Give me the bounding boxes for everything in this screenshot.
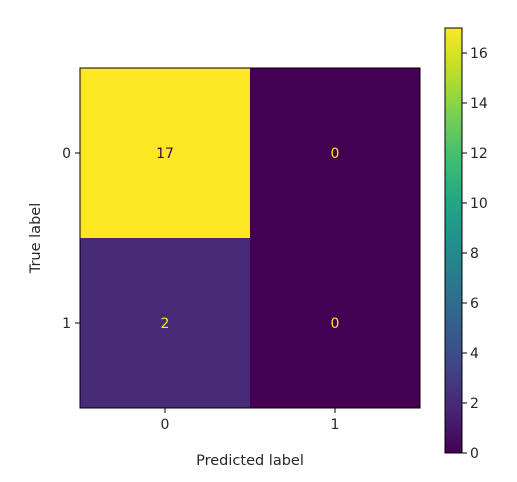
heatmap-cell	[80, 68, 250, 238]
heatmap-cell	[250, 238, 420, 408]
x-axis-title: Predicted label	[196, 453, 304, 469]
colorbar	[444, 27, 463, 454]
heatmap-cell-labels: 17 0 2 0	[156, 146, 339, 332]
heatmap-cells	[80, 68, 420, 408]
y-tick-label: 0	[62, 146, 71, 162]
colorbar-tick-label: 12	[470, 146, 488, 162]
colorbar-tick-label: 14	[470, 96, 488, 112]
heatmap-cell	[250, 68, 420, 238]
colorbar-tick-label: 8	[470, 246, 479, 262]
colorbar-tick-label: 4	[470, 346, 479, 362]
colorbar-tick-label: 6	[470, 296, 479, 312]
y-axis-ticks: 01	[62, 146, 80, 332]
x-tick-label: 1	[331, 417, 340, 433]
cell-value-label: 0	[331, 146, 340, 162]
colorbar-tick-label: 10	[470, 196, 488, 212]
cell-value-label: 17	[156, 146, 174, 162]
y-tick-label: 1	[62, 316, 71, 332]
cell-value-label: 2	[161, 316, 170, 332]
colorbar-tick-label: 0	[470, 446, 479, 462]
colorbar-ticks: 0 2 4 6 8 10 12 14 16	[462, 46, 488, 462]
colorbar-tick-label: 2	[470, 396, 479, 412]
cell-value-label: 0	[331, 316, 340, 332]
y-axis-title: True label	[28, 203, 44, 274]
colorbar-tick-label: 16	[470, 46, 488, 62]
heatmap-cell	[80, 238, 250, 408]
x-tick-label: 0	[161, 417, 170, 433]
plot-frame	[79, 67, 421, 409]
